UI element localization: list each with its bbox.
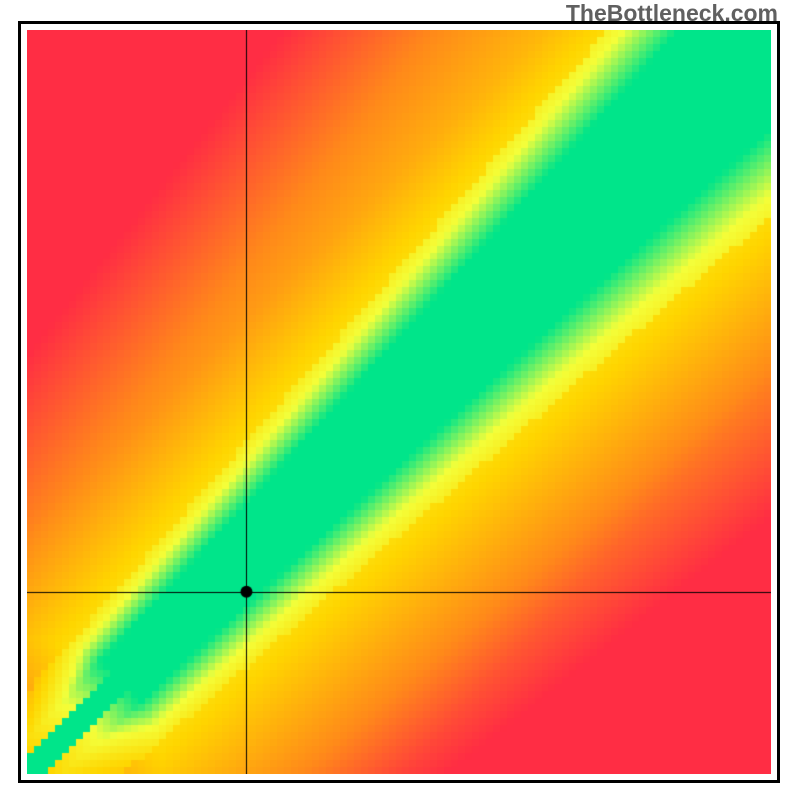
watermark-text: TheBottleneck.com (566, 0, 778, 27)
chart-container: TheBottleneck.com (0, 0, 800, 800)
crosshair-overlay (27, 30, 771, 774)
